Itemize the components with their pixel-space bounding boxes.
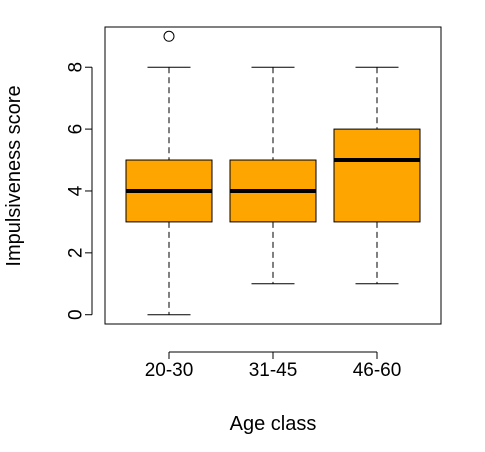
outlier-point: [163, 30, 175, 42]
y-tick-label: 8: [66, 62, 87, 73]
x-axis: 20-30 31-45 46-60: [145, 351, 402, 381]
x-axis-label: Age class: [230, 413, 317, 435]
x-tick-label: 20-30: [145, 360, 194, 381]
x-tick-label: 46-60: [353, 360, 402, 381]
y-tick-label: 0: [66, 309, 87, 320]
y-axis: 0 2 4 6 8: [66, 62, 93, 320]
y-tick-label: 4: [66, 185, 87, 196]
y-tick-label: 2: [66, 248, 87, 259]
box-group: [333, 66, 421, 285]
y-tick-label: 6: [66, 124, 87, 135]
plot-frame: [104, 26, 442, 325]
boxes: [125, 30, 421, 316]
y-axis-label: Impulsiveness score: [3, 85, 25, 266]
box: [333, 128, 421, 223]
box-group: [229, 66, 317, 285]
box-group: [125, 30, 213, 316]
x-tick-label: 31-45: [249, 360, 298, 381]
